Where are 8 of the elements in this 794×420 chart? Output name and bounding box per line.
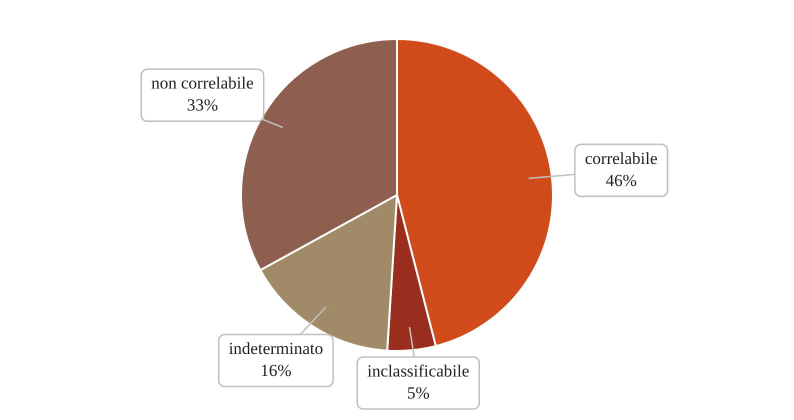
slice-label: inclassificabile xyxy=(367,361,470,380)
data-label: 16% xyxy=(260,360,292,380)
slice-label: non correlabile xyxy=(151,74,254,93)
data-label: 33% xyxy=(186,96,218,115)
slice-label: indeterminato xyxy=(228,338,324,358)
data-label: 46% xyxy=(606,170,637,190)
slice-label: correlabile xyxy=(584,148,658,168)
data-label: 5% xyxy=(406,383,430,402)
